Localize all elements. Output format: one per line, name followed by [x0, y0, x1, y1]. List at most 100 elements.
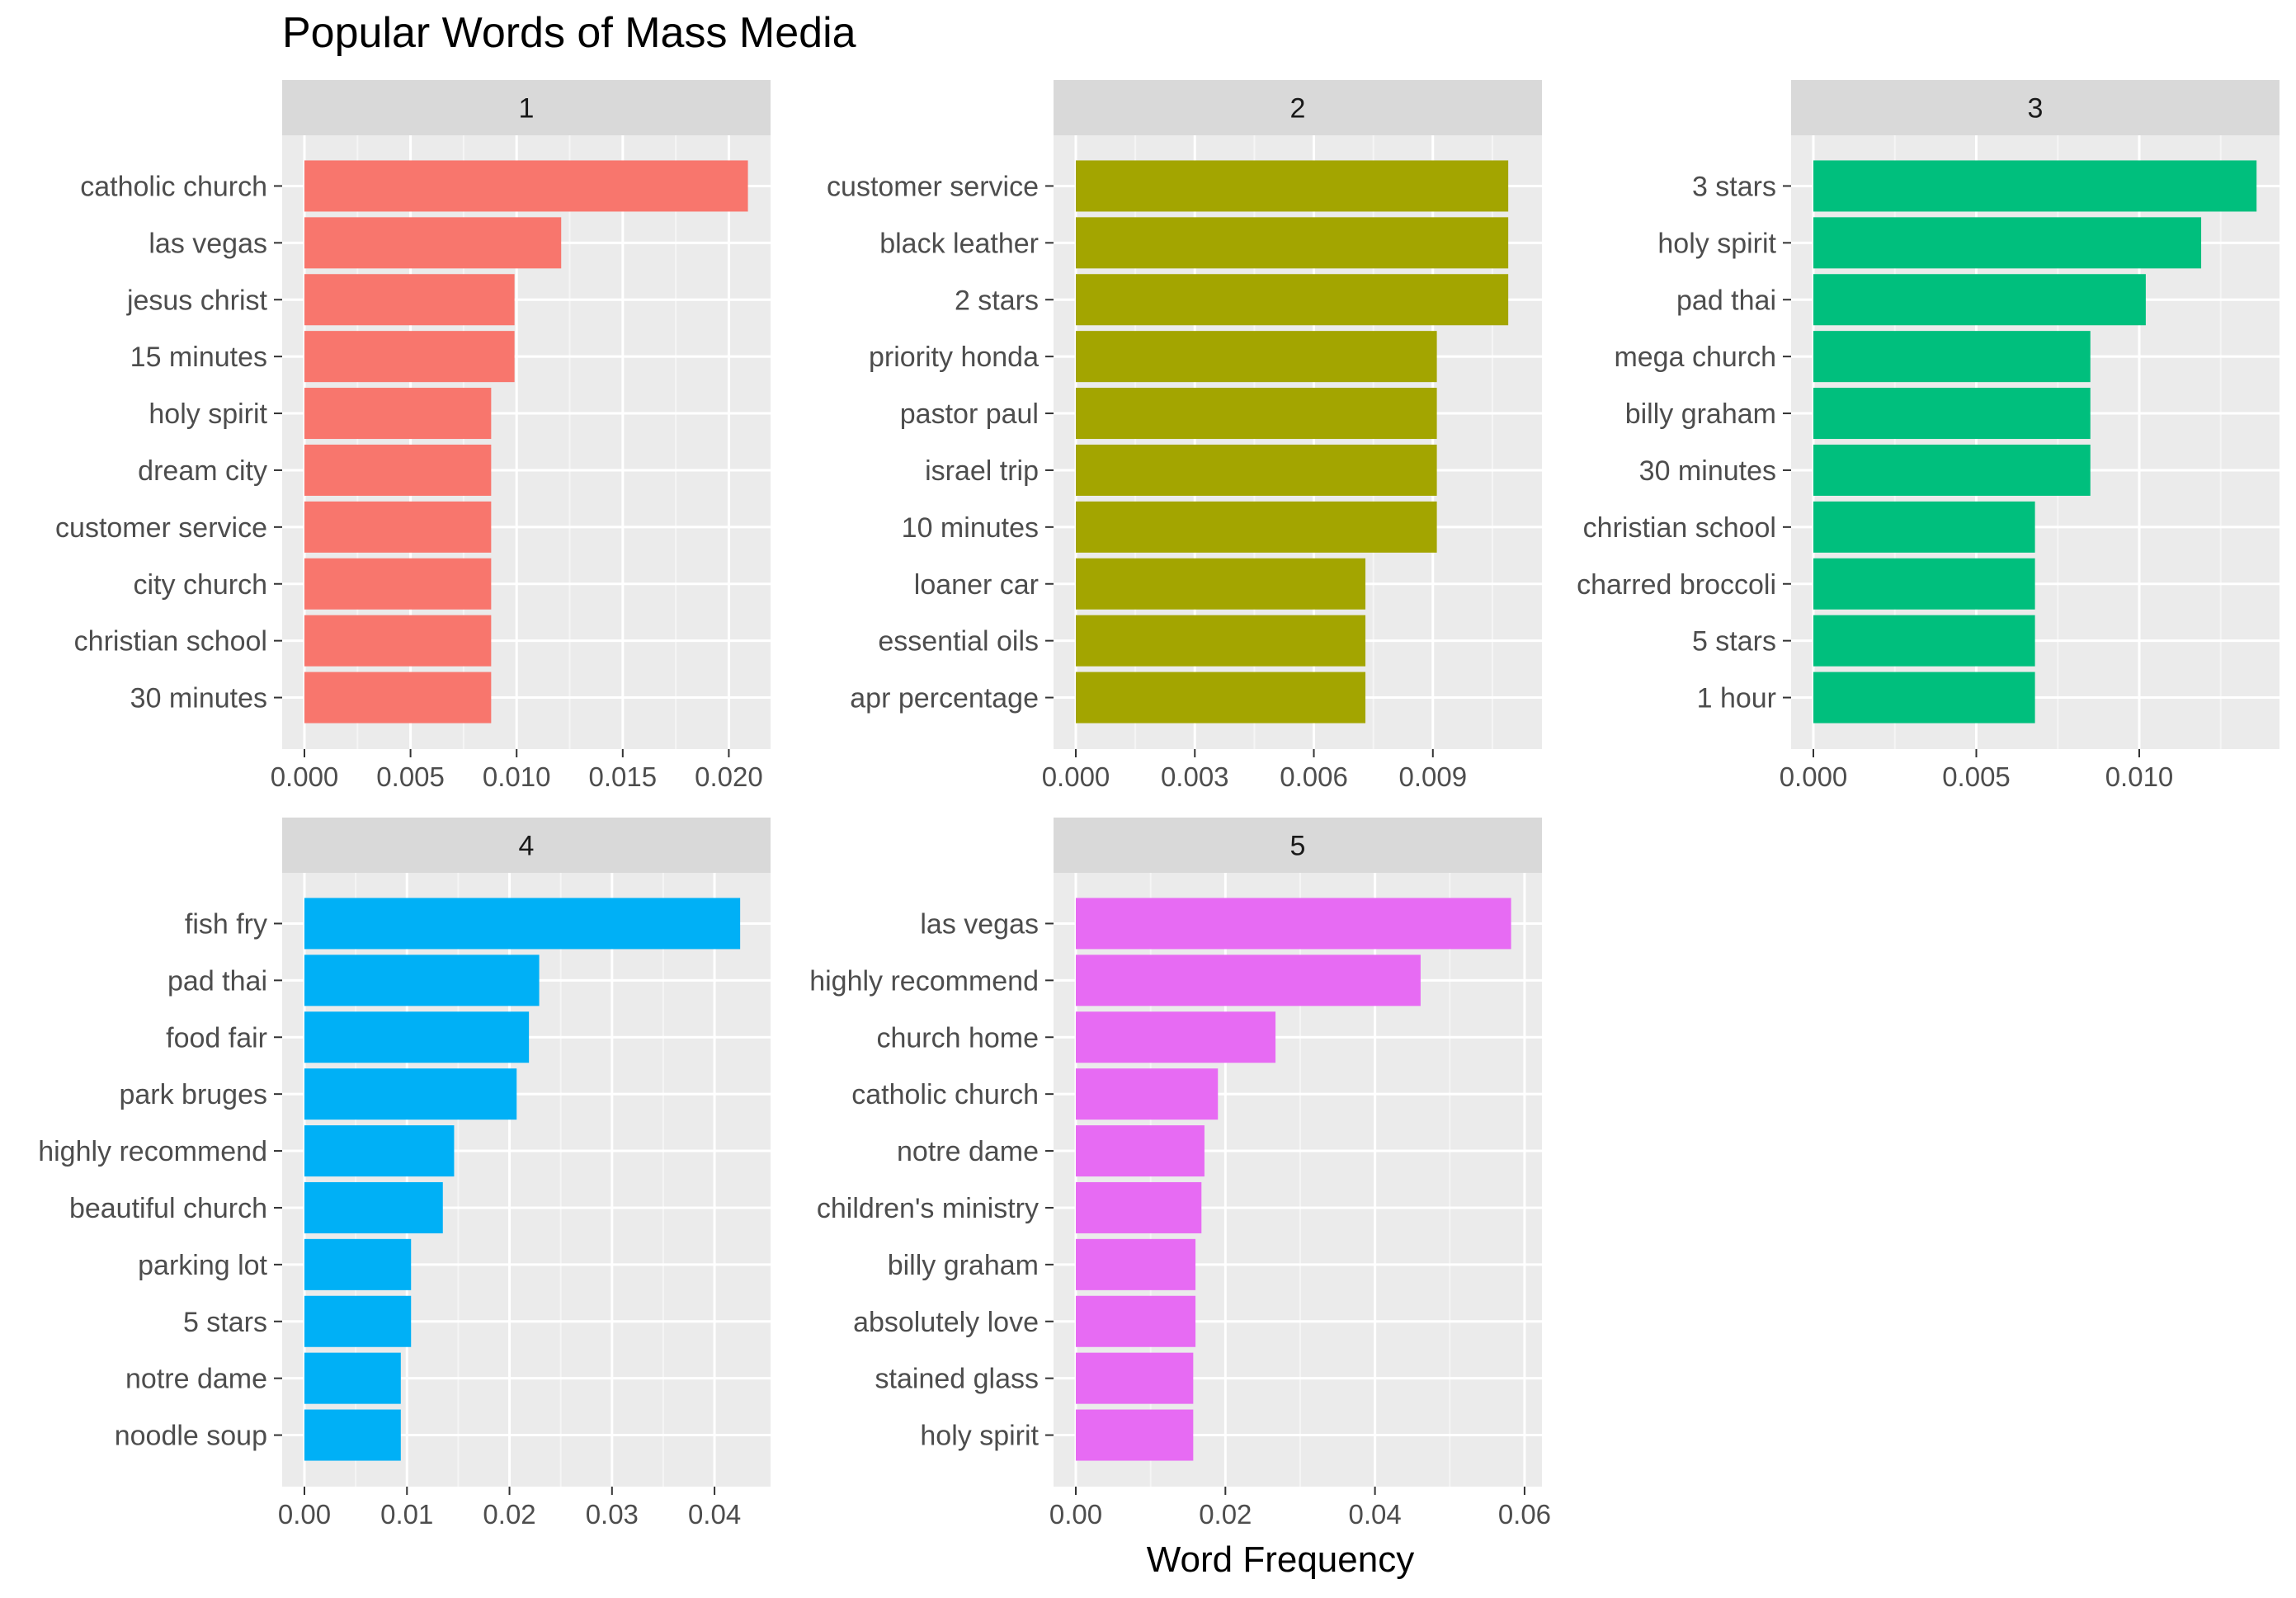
x-tick-label: 0.02	[483, 1499, 535, 1530]
x-tick-label: 0.00	[1049, 1499, 1102, 1530]
bar	[1813, 331, 2091, 383]
x-tick-label: 0.000	[1780, 761, 1848, 792]
category-label: 30 minutes	[1639, 455, 1776, 487]
bar	[1076, 1238, 1196, 1290]
category-label: pad thai	[167, 965, 267, 997]
category-label: apr percentage	[850, 683, 1039, 714]
bar	[304, 1295, 412, 1347]
facet-panel-4: 4 0.00 0.01 0.02 0.03 0.04 fish fry pad thai foo…	[38, 818, 771, 1530]
category-label: black leather	[879, 228, 1039, 259]
x-tick-label: 0.015	[589, 761, 658, 792]
bar	[304, 274, 515, 326]
bar	[1076, 501, 1437, 553]
x-tick-label: 0.00	[278, 1499, 331, 1530]
x-tick-label: 0.000	[1042, 761, 1110, 792]
category-label: catholic church	[851, 1079, 1039, 1110]
bar	[1076, 217, 1509, 269]
category-label: holy spirit	[920, 1421, 1039, 1452]
category-label: 5 stars	[183, 1307, 267, 1338]
bar	[304, 558, 492, 610]
bar	[1076, 955, 1421, 1006]
bar	[1813, 217, 2202, 269]
category-label: 10 minutes	[902, 512, 1039, 544]
category-label: city church	[134, 569, 268, 601]
bar	[1813, 672, 2035, 724]
bar	[1076, 160, 1509, 212]
category-label: holy spirit	[149, 398, 267, 430]
bar	[1076, 1352, 1194, 1404]
x-tick-label: 0.010	[483, 761, 551, 792]
bar	[304, 217, 562, 269]
bar	[1076, 1181, 1202, 1233]
bar	[304, 1011, 530, 1063]
facet-strip-label: 2	[1290, 93, 1306, 125]
facet-strip-label: 4	[519, 831, 535, 862]
bar	[1813, 501, 2035, 553]
bar	[304, 1352, 401, 1404]
facet-panel-5: 5 0.00 0.02 0.04 0.06 las vegas highly recomme…	[809, 818, 1551, 1530]
bar	[304, 1238, 412, 1290]
category-label: pastor paul	[900, 398, 1039, 430]
bar	[1076, 615, 1366, 667]
bar	[1076, 444, 1437, 496]
bar	[304, 615, 492, 667]
facet-strip	[1054, 80, 1542, 135]
bar	[1813, 160, 2257, 212]
category-label: notre dame	[125, 1364, 267, 1395]
facet-strip-label: 1	[519, 93, 535, 125]
category-label: highly recommend	[38, 1136, 267, 1167]
category-label: billy graham	[888, 1250, 1039, 1281]
facet-panel-3: 3 0.000 0.005 0.010 3 stars holy spirit pad th…	[1577, 80, 2279, 792]
bar	[1813, 388, 2091, 440]
x-tick-label: 0.006	[1280, 761, 1348, 792]
facet-panel-2: 2 0.000 0.003 0.006 0.009 customer service bla…	[827, 80, 1542, 792]
category-label: loaner car	[914, 569, 1039, 601]
bar	[304, 672, 492, 724]
bar	[304, 1125, 455, 1177]
x-tick-label: 0.009	[1398, 761, 1467, 792]
category-label: christian school	[74, 626, 267, 658]
x-tick-label: 0.020	[695, 761, 763, 792]
category-label: las vegas	[920, 908, 1039, 940]
category-label: stained glass	[875, 1364, 1039, 1395]
bar	[304, 1409, 401, 1461]
category-label: jesus christ	[126, 285, 268, 316]
category-label: fish fry	[185, 908, 267, 940]
category-label: essential oils	[878, 626, 1039, 658]
bar	[304, 1181, 443, 1233]
bar	[1813, 444, 2091, 496]
bar	[304, 444, 492, 496]
facet-panel-1: 1 0.000 0.005 0.010 0.015 0.020 catholic churc…	[55, 80, 771, 792]
x-tick-label: 0.04	[1349, 1499, 1402, 1530]
category-label: customer service	[827, 171, 1039, 202]
category-label: catholic church	[80, 171, 267, 202]
facet-strip-label: 5	[1290, 831, 1306, 862]
facet-strip	[282, 818, 771, 873]
category-label: noodle soup	[115, 1421, 267, 1452]
facet-strip	[282, 80, 771, 135]
category-label: mega church	[1614, 342, 1776, 373]
category-label: church home	[876, 1022, 1039, 1054]
category-label: food fair	[166, 1022, 267, 1054]
bar	[1076, 898, 1511, 950]
x-tick-label: 0.02	[1199, 1499, 1252, 1530]
bar	[304, 388, 492, 440]
x-axis-title: Word Frequency	[1147, 1539, 1414, 1580]
x-tick-label: 0.06	[1498, 1499, 1551, 1530]
category-label: customer service	[55, 512, 267, 544]
category-label: 3 stars	[1692, 171, 1776, 202]
facet-strip-label: 3	[2028, 93, 2044, 125]
chart-title: Popular Words of Mass Media	[282, 9, 856, 57]
bar	[1076, 558, 1366, 610]
bar	[304, 955, 540, 1006]
category-label: 1 hour	[1697, 683, 1776, 714]
bar	[1813, 615, 2035, 667]
x-tick-label: 0.005	[376, 761, 445, 792]
category-label: las vegas	[149, 228, 267, 259]
category-label: charred broccoli	[1577, 569, 1776, 601]
bar	[1076, 672, 1366, 724]
category-label: parking lot	[138, 1250, 267, 1281]
category-label: 15 minutes	[130, 342, 267, 373]
